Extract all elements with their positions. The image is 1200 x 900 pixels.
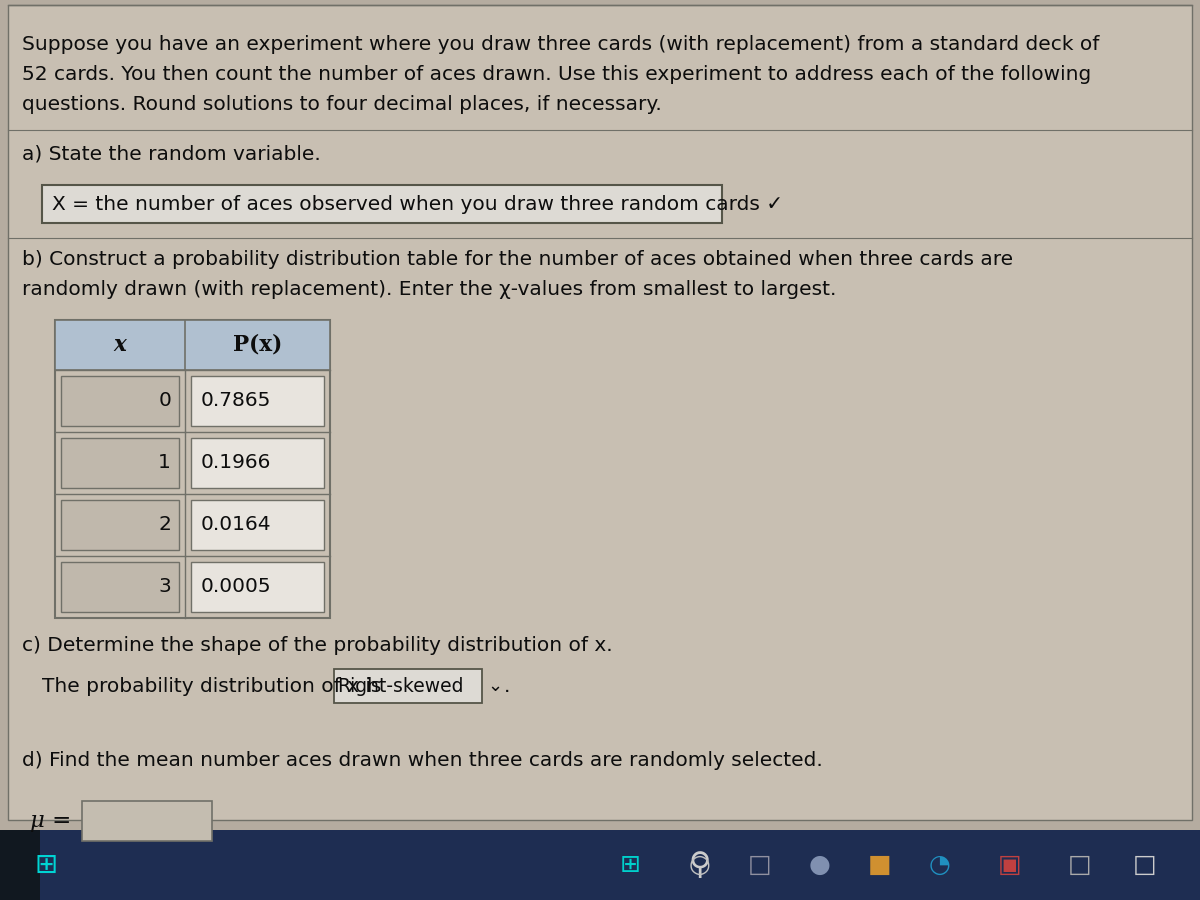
Bar	[61, 376, 179, 426]
Text: ⚲: ⚲	[689, 850, 712, 879]
Bar	[55, 320, 330, 370]
Text: 0.0164: 0.0164	[202, 516, 271, 535]
Text: The probability distribution of x is: The probability distribution of x is	[42, 677, 388, 696]
Text: a) State the random variable.: a) State the random variable.	[22, 145, 320, 164]
Bar	[61, 438, 179, 488]
Bar	[55, 320, 330, 618]
Text: Right-skewed: Right-skewed	[337, 677, 463, 696]
Text: 0.7865: 0.7865	[202, 392, 271, 410]
Text: ▣: ▣	[998, 853, 1022, 877]
Text: ⊞: ⊞	[619, 853, 641, 877]
Text: □: □	[748, 853, 772, 877]
Bar	[0, 830, 40, 900]
Text: ⌄: ⌄	[487, 677, 503, 695]
Text: 3: 3	[158, 578, 172, 597]
Text: c) Determine the shape of the probability distribution of x.: c) Determine the shape of the probabilit…	[22, 636, 613, 655]
Text: 1: 1	[158, 454, 172, 473]
Text: □: □	[1133, 853, 1157, 877]
Bar	[61, 500, 179, 550]
Text: □: □	[1068, 853, 1092, 877]
Text: questions. Round solutions to four decimal places, if necessary.: questions. Round solutions to four decim…	[22, 95, 661, 114]
Text: μ =: μ =	[30, 810, 71, 832]
Text: P(x): P(x)	[233, 334, 282, 356]
Text: X = the number of aces observed when you draw three random cards ✓: X = the number of aces observed when you…	[52, 195, 784, 214]
Text: 0: 0	[158, 392, 172, 410]
Text: ●: ●	[809, 853, 830, 877]
Text: 0.0005: 0.0005	[202, 578, 271, 597]
Text: ○: ○	[689, 853, 710, 877]
Bar	[191, 500, 324, 550]
Text: d) Find the mean number aces drawn when three cards are randomly selected.: d) Find the mean number aces drawn when …	[22, 751, 823, 770]
Bar	[61, 562, 179, 612]
Text: ⊞: ⊞	[35, 851, 58, 879]
Text: randomly drawn (with replacement). Enter the χ-values from smallest to largest.: randomly drawn (with replacement). Enter…	[22, 280, 836, 299]
Text: x: x	[114, 334, 126, 356]
Bar	[191, 438, 324, 488]
Bar	[82, 801, 212, 841]
Text: .: .	[504, 677, 510, 696]
Bar	[191, 376, 324, 426]
Bar	[334, 669, 481, 703]
Text: 52 cards. You then count the number of aces drawn. Use this experiment to addres: 52 cards. You then count the number of a…	[22, 65, 1091, 84]
Text: ◔: ◔	[929, 853, 950, 877]
Text: Suppose you have an experiment where you draw three cards (with replacement) fro: Suppose you have an experiment where you…	[22, 35, 1099, 54]
Text: ■: ■	[868, 853, 892, 877]
Bar	[42, 185, 722, 223]
Text: b) Construct a probability distribution table for the number of aces obtained wh: b) Construct a probability distribution …	[22, 250, 1013, 269]
Bar	[0, 830, 1200, 900]
Bar	[191, 562, 324, 612]
Text: 0.1966: 0.1966	[202, 454, 271, 473]
Text: 2: 2	[158, 516, 172, 535]
